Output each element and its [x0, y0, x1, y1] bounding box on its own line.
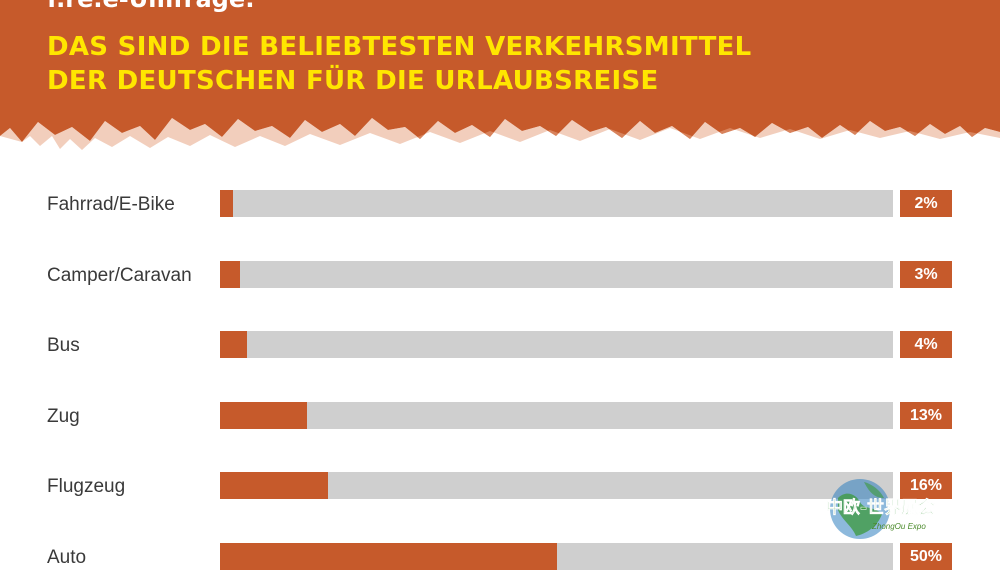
- header-banner: f.re.e-Umfrage: DAS SIND DIE BELIEBTESTE…: [0, 0, 1000, 160]
- bar-fill: [220, 331, 247, 358]
- value-label: 4%: [900, 331, 952, 358]
- category-label: Fahrrad/E-Bike: [47, 194, 175, 215]
- bar-fill: [220, 261, 241, 288]
- value-label: 3%: [900, 261, 952, 288]
- banner-background: [0, 0, 1000, 142]
- chart-title-line-2: DER DEUTSCHEN FÜR DIE URLAUBSREISE: [47, 66, 659, 96]
- chart-title-line-1: DAS SIND DIE BELIEBTESTEN VERKEHRSMITTEL: [47, 32, 752, 62]
- bar-track: [220, 190, 893, 217]
- bar-track: [220, 261, 893, 288]
- value-label: 50%: [900, 543, 952, 570]
- globe-icon: [830, 479, 890, 539]
- watermark-logo: 中欧-世界展会 ZhongOu Expo: [826, 476, 966, 542]
- category-label: Flugzeug: [47, 476, 126, 497]
- banner-brush-streaks: [0, 118, 1000, 150]
- watermark-text: 中欧-世界展会: [826, 498, 936, 518]
- category-label: Auto: [47, 547, 87, 568]
- brush-banner-shape: [0, 0, 1000, 150]
- bar-fill: [220, 190, 234, 217]
- value-label: 16%: [900, 472, 952, 499]
- bar-track: [220, 543, 893, 570]
- watermark-subtext: ZhongOu Expo: [872, 522, 926, 531]
- bar-track: [220, 472, 893, 499]
- bar-fill: [220, 402, 308, 429]
- bar-fill: [220, 543, 557, 570]
- category-label: Bus: [47, 335, 80, 356]
- category-label: Camper/Caravan: [47, 265, 192, 286]
- survey-kicker: f.re.e-Umfrage:: [47, 0, 255, 11]
- value-label: 13%: [900, 402, 952, 429]
- bar-track: [220, 331, 893, 358]
- bar-track: [220, 402, 893, 429]
- value-label: 2%: [900, 190, 952, 217]
- bar-fill: [220, 472, 328, 499]
- category-label: Zug: [47, 406, 80, 427]
